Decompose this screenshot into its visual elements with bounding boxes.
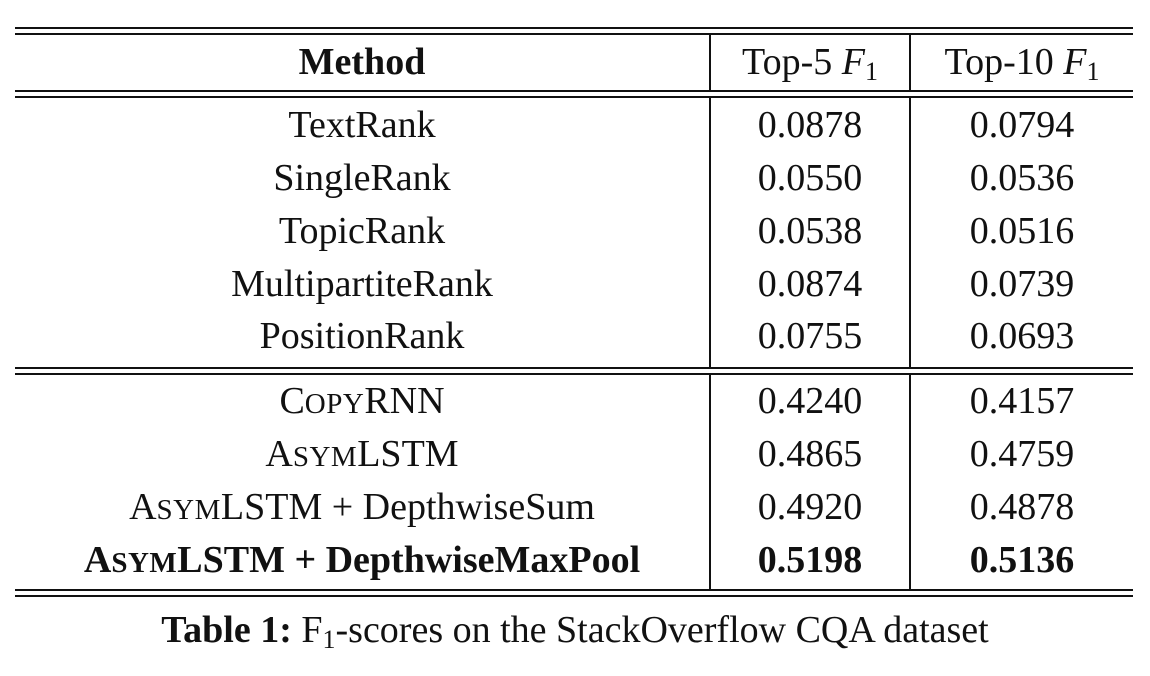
method-rest: LSTM + DepthwiseSum xyxy=(220,486,595,528)
top10-cell: 0.4759 xyxy=(969,433,1075,475)
method-lead: C xyxy=(279,380,305,422)
top-rule-1 xyxy=(15,27,1133,29)
top10-cell: 0.0536 xyxy=(969,157,1075,199)
method-cell: ASYMLSTM + DepthwiseSum xyxy=(15,481,709,533)
method-cell: MultipartiteRank xyxy=(231,263,493,305)
method-cell: SingleRank xyxy=(273,157,451,199)
group-rule-2 xyxy=(15,373,1133,375)
top5-cell: 0.5198 xyxy=(757,539,863,581)
header-top5-label: Top-5 xyxy=(742,41,842,83)
f-symbol: F xyxy=(1063,41,1087,83)
column-separator-2 xyxy=(909,98,911,367)
method-small-caps: SYM xyxy=(156,494,221,526)
method-small-caps: OPY xyxy=(304,388,365,420)
column-separator-1 xyxy=(709,375,711,589)
top-rule-2 xyxy=(15,33,1133,35)
top10-cell: 0.4157 xyxy=(969,380,1075,422)
f-subscript: 1 xyxy=(864,57,878,86)
method-cell: PositionRank xyxy=(259,315,465,357)
column-separator-2 xyxy=(909,35,911,90)
method-cell: TextRank xyxy=(288,104,436,146)
top10-cell: 0.0794 xyxy=(969,104,1075,146)
caption-label: Table 1: xyxy=(161,609,292,651)
header-rule-2 xyxy=(15,96,1133,98)
method-small-caps: SYM xyxy=(111,547,178,579)
top5-cell: 0.0878 xyxy=(757,104,863,146)
method-lead: A xyxy=(83,539,112,581)
column-separator-2 xyxy=(909,375,911,589)
header-top10-f1: Top-10 F1 xyxy=(911,36,1133,88)
header-rule-1 xyxy=(15,90,1133,92)
top5-cell: 0.0874 xyxy=(757,263,863,305)
header-top5-f1: Top-5 F1 xyxy=(711,36,909,88)
top10-cell: 0.5136 xyxy=(969,539,1075,581)
method-rest: LSTM xyxy=(357,433,459,475)
top5-cell: 0.4865 xyxy=(757,433,863,475)
table-caption: Table 1: F1-scores on the StackOverflow … xyxy=(0,604,1150,656)
column-separator-1 xyxy=(709,98,711,367)
method-cell: ASYMLSTM xyxy=(15,428,709,480)
top10-cell: 0.0693 xyxy=(969,315,1075,357)
column-separator-1 xyxy=(709,35,711,90)
bottom-rule-1 xyxy=(15,589,1133,591)
top10-cell: 0.0739 xyxy=(969,263,1075,305)
method-lead: A xyxy=(129,486,157,528)
header-method: Method xyxy=(298,41,426,83)
caption-f-subscript: 1 xyxy=(322,625,336,654)
top10-cell: 0.0516 xyxy=(969,210,1075,252)
method-cell: TopicRank xyxy=(278,210,446,252)
top5-cell: 0.0538 xyxy=(757,210,863,252)
f-symbol: F xyxy=(841,41,865,83)
top5-cell: 0.4920 xyxy=(757,486,863,528)
caption-text: -scores on the StackOverflow CQA dataset xyxy=(335,609,989,651)
f-subscript: 1 xyxy=(1086,57,1100,86)
top5-cell: 0.0755 xyxy=(757,315,863,357)
bottom-rule-2 xyxy=(15,595,1133,597)
method-lead: A xyxy=(265,433,293,475)
top10-cell: 0.4878 xyxy=(969,486,1075,528)
group-rule-1 xyxy=(15,367,1133,369)
method-small-caps: SYM xyxy=(292,441,358,473)
method-cell: COPYRNN xyxy=(15,375,709,427)
method-rest: LSTM + DepthwiseMaxPool xyxy=(177,539,641,581)
caption-f: F xyxy=(291,609,323,651)
method-rest: RNN xyxy=(364,380,445,422)
method-cell: ASYMLSTM + DepthwiseMaxPool xyxy=(15,534,709,586)
header-top10-label: Top-10 xyxy=(944,41,1064,83)
top5-cell: 0.4240 xyxy=(757,380,863,422)
top5-cell: 0.0550 xyxy=(757,157,863,199)
